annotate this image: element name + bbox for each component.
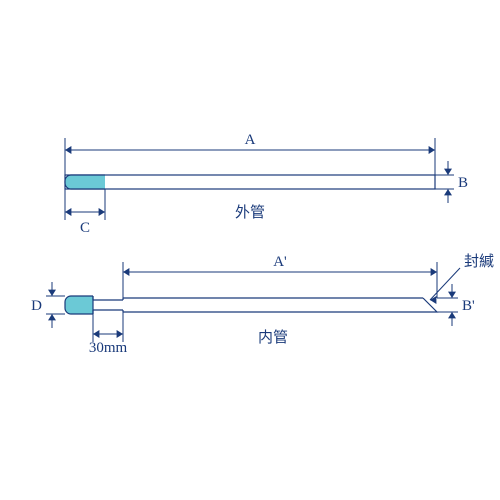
svg-text:A: A [245, 132, 256, 148]
dimension: B' [446, 284, 475, 326]
outer-tube: A B C 外管 [65, 132, 468, 236]
svg-text:封緘: 封緘 [464, 253, 494, 270]
dimension: A' [123, 254, 437, 282]
inner-tube: A' B' D 30mm 封緘内管 [31, 253, 494, 356]
svg-text:B: B [458, 175, 468, 191]
dimension: A [65, 132, 435, 162]
dimension [65, 204, 105, 220]
svg-text:B': B' [462, 298, 475, 314]
svg-text:C: C [80, 220, 90, 236]
svg-text:内管: 内管 [258, 329, 288, 346]
dimension: B [442, 161, 468, 203]
dimension: D [31, 282, 58, 328]
svg-text:A': A' [273, 254, 287, 270]
svg-text:外管: 外管 [235, 204, 265, 221]
svg-text:D: D [31, 298, 42, 314]
svg-text:30mm: 30mm [89, 340, 128, 356]
